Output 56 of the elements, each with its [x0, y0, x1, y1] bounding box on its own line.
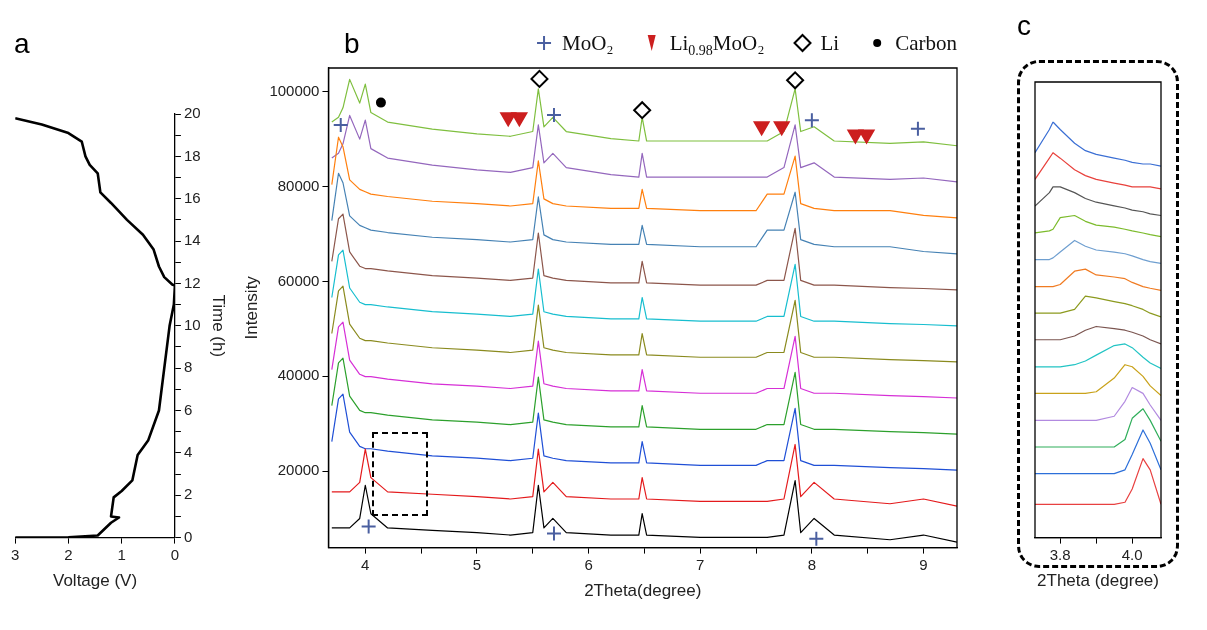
y2-tick-label: 6 [183, 400, 193, 418]
point [530, 69, 549, 88]
point [753, 121, 770, 136]
legend-label: Carbon [895, 31, 958, 55]
x-tick-label: 4 [361, 555, 370, 573]
point [858, 129, 875, 144]
y-axis-title: Intensity [241, 275, 261, 340]
y2-tick-label: 12 [183, 273, 201, 291]
point [633, 101, 652, 120]
point [808, 530, 825, 547]
x-tick-label: 4.0 [1121, 545, 1143, 563]
y2-tick-label: 18 [183, 146, 201, 164]
legend-label: MoO₂ [562, 31, 614, 55]
x-tick-label: 6 [584, 555, 593, 573]
chart-title: b [344, 28, 360, 60]
x-tick-label: 8 [807, 555, 817, 573]
x-axis-title: 2Theta(degree) [584, 581, 702, 601]
x-tick-label: 1 [117, 545, 126, 563]
y-tick-label: 20000 [277, 461, 320, 479]
x-tick-label: 3.8 [1049, 545, 1071, 563]
point [511, 112, 528, 127]
point [773, 121, 790, 136]
point [545, 106, 562, 123]
point [847, 129, 864, 144]
point [500, 112, 517, 127]
y2-tick-label: 14 [183, 231, 201, 249]
point [909, 120, 926, 137]
x-tick-label: 9 [919, 555, 928, 573]
y2-tick-label: 0 [183, 527, 193, 545]
point [786, 71, 805, 90]
point [332, 116, 349, 133]
y2-tick-label: 16 [183, 188, 201, 206]
y2-tick-label: 20 [183, 104, 201, 122]
point [545, 525, 562, 542]
y-tick-label: 80000 [277, 176, 320, 194]
x-axis-title: Voltage (V) [52, 571, 138, 591]
y2-tick-label: 4 [183, 443, 193, 461]
chart-title: c [1017, 10, 1031, 42]
x-tick-label: 5 [472, 555, 482, 573]
x-tick-label: 3 [11, 545, 20, 563]
point [803, 112, 820, 129]
point [360, 518, 377, 535]
y-tick-label: 100000 [269, 81, 320, 99]
x-tick-label: 2 [64, 545, 73, 563]
y2-axis-title: Time (h) [209, 294, 229, 358]
y2-tick-label: 10 [183, 315, 201, 333]
legend-label: Li [820, 31, 840, 55]
point [375, 97, 386, 108]
x-axis-title: 2Theta (degree) [1037, 571, 1159, 591]
y2-tick-label: 8 [183, 358, 193, 376]
y2-tick-label: 2 [183, 485, 193, 503]
x-tick-label: 7 [696, 555, 705, 573]
y-tick-label: 40000 [277, 366, 320, 384]
x-tick-label: 0 [170, 545, 180, 563]
chart-title: a [14, 28, 30, 60]
y-tick-label: 60000 [277, 271, 320, 289]
